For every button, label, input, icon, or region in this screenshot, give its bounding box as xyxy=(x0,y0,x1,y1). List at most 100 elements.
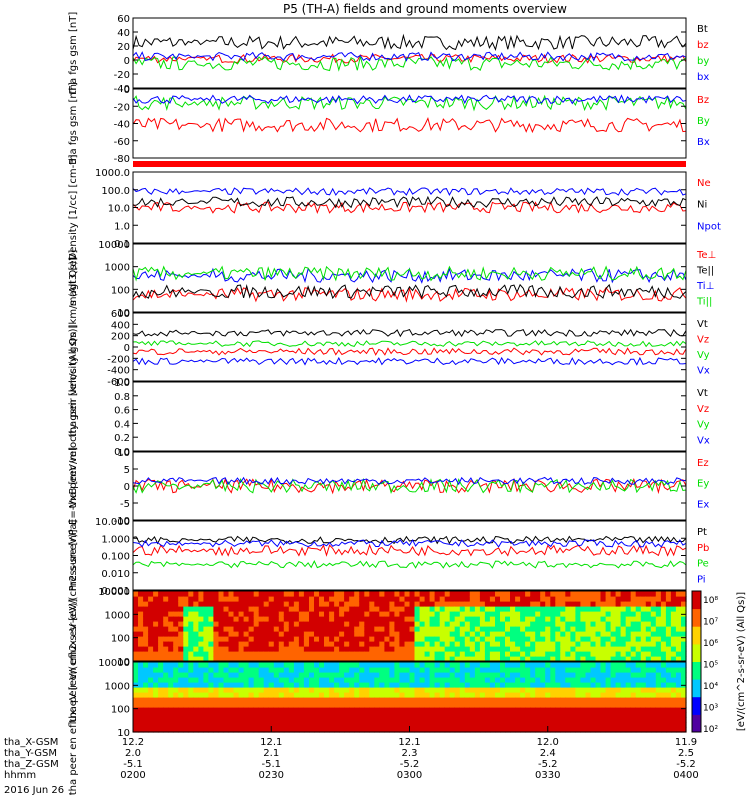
heatmap-cell xyxy=(515,656,521,662)
heatmap-cell xyxy=(334,646,340,652)
heatmap-cell xyxy=(208,672,214,678)
heatmap-cell xyxy=(228,641,235,647)
heatmap-cell xyxy=(459,651,466,657)
heatmap-cell xyxy=(193,651,199,657)
heatmap-cell xyxy=(540,606,546,612)
heatmap-cell xyxy=(238,702,245,708)
heatmap-cell xyxy=(681,626,687,632)
heatmap-cell xyxy=(394,687,400,693)
heatmap-cell xyxy=(359,591,365,597)
heatmap-cell xyxy=(590,717,597,723)
heatmap-cell xyxy=(469,722,476,728)
heatmap-cell xyxy=(248,672,255,678)
heatmap-cell xyxy=(640,672,647,678)
heatmap-cell xyxy=(434,662,441,668)
heatmap-cell xyxy=(369,601,375,607)
heatmap-cell xyxy=(409,707,416,713)
heatmap-cell xyxy=(253,606,260,612)
heatmap-cell xyxy=(138,621,144,627)
heatmap-cell xyxy=(595,667,602,673)
heatmap-cell xyxy=(379,727,385,733)
heatmap-cell xyxy=(394,651,400,657)
heatmap-cell xyxy=(454,656,461,662)
heatmap-cell xyxy=(500,611,506,617)
heatmap-cell xyxy=(545,662,551,668)
heatmap-cell xyxy=(349,641,355,647)
heatmap-cell xyxy=(238,707,245,713)
heatmap-cell xyxy=(158,717,164,723)
heatmap-cell xyxy=(278,707,285,713)
heatmap-cell xyxy=(515,626,521,632)
heatmap-cell xyxy=(575,601,581,607)
heatmap-cell xyxy=(389,697,395,703)
heatmap-cell xyxy=(454,626,461,632)
heatmap-cell xyxy=(288,722,295,728)
heatmap-cell xyxy=(238,616,245,622)
heatmap-cell xyxy=(620,662,627,668)
heatmap-cell xyxy=(530,667,536,673)
heatmap-cell xyxy=(273,687,280,693)
heatmap-cell xyxy=(424,631,431,637)
heatmap-cell xyxy=(148,631,154,637)
heatmap-cell xyxy=(409,646,416,652)
heatmap-cell xyxy=(369,621,375,627)
heatmap-cell xyxy=(218,667,225,673)
heatmap-cell xyxy=(163,717,169,723)
heatmap-cell xyxy=(630,636,637,642)
heatmap-cell xyxy=(510,636,516,642)
heatmap-cell xyxy=(585,712,592,718)
heatmap-cell xyxy=(163,651,169,657)
heatmap-cell xyxy=(469,707,476,713)
heatmap-cell xyxy=(459,606,466,612)
heatmap-cell xyxy=(454,596,461,602)
heatmap-cell xyxy=(148,606,154,612)
heatmap-cell xyxy=(439,606,446,612)
heatmap-cell xyxy=(414,651,421,657)
heatmap-cell xyxy=(389,631,395,637)
heatmap-cell xyxy=(374,651,380,657)
heatmap-cell xyxy=(510,596,516,602)
heatmap-cell xyxy=(283,692,290,698)
heatmap-cell xyxy=(344,692,350,698)
heatmap-cell xyxy=(640,662,647,668)
heatmap-cell xyxy=(183,596,189,602)
heatmap-cell xyxy=(314,656,320,662)
heatmap-cell xyxy=(515,677,521,683)
heatmap-cell xyxy=(449,727,456,733)
heatmap-cell xyxy=(515,641,521,647)
heatmap-cell xyxy=(283,636,290,642)
heatmap-cell xyxy=(133,606,139,612)
heatmap-cell xyxy=(665,621,672,627)
heatmap-cell xyxy=(585,682,592,688)
heatmap-cell xyxy=(354,692,360,698)
heatmap-cell xyxy=(319,727,325,733)
heatmap-cell xyxy=(530,712,536,718)
heatmap-cell xyxy=(429,656,436,662)
heatmap-cell xyxy=(560,667,566,673)
heatmap-cell xyxy=(484,606,491,612)
heatmap-cell xyxy=(354,707,360,713)
heatmap-cell xyxy=(203,722,209,728)
heatmap-cell xyxy=(520,697,526,703)
heatmap-cell xyxy=(153,596,159,602)
heatmap-cell xyxy=(665,641,672,647)
heatmap-cell xyxy=(570,631,576,637)
heatmap-cell xyxy=(379,707,385,713)
heatmap-cell xyxy=(500,596,506,602)
heatmap-cell xyxy=(615,707,622,713)
heatmap-cell xyxy=(339,672,345,678)
heatmap-cell xyxy=(484,672,491,678)
heatmap-cell xyxy=(188,712,194,718)
heatmap-cell xyxy=(183,672,189,678)
heatmap-cell xyxy=(495,687,501,693)
heatmap-cell xyxy=(530,591,536,597)
heatmap-cell xyxy=(369,646,375,652)
heatmap-cell xyxy=(635,682,642,688)
heatmap-cell xyxy=(615,616,622,622)
heatmap-cell xyxy=(640,682,647,688)
x-axis-labels: tha_X-GSMtha_Y-GSMtha_Z-GSMhhmm12.22.0-5… xyxy=(4,726,699,781)
heatmap-cell xyxy=(525,677,531,683)
heatmap-cell xyxy=(344,667,350,673)
heatmap-cell xyxy=(349,646,355,652)
